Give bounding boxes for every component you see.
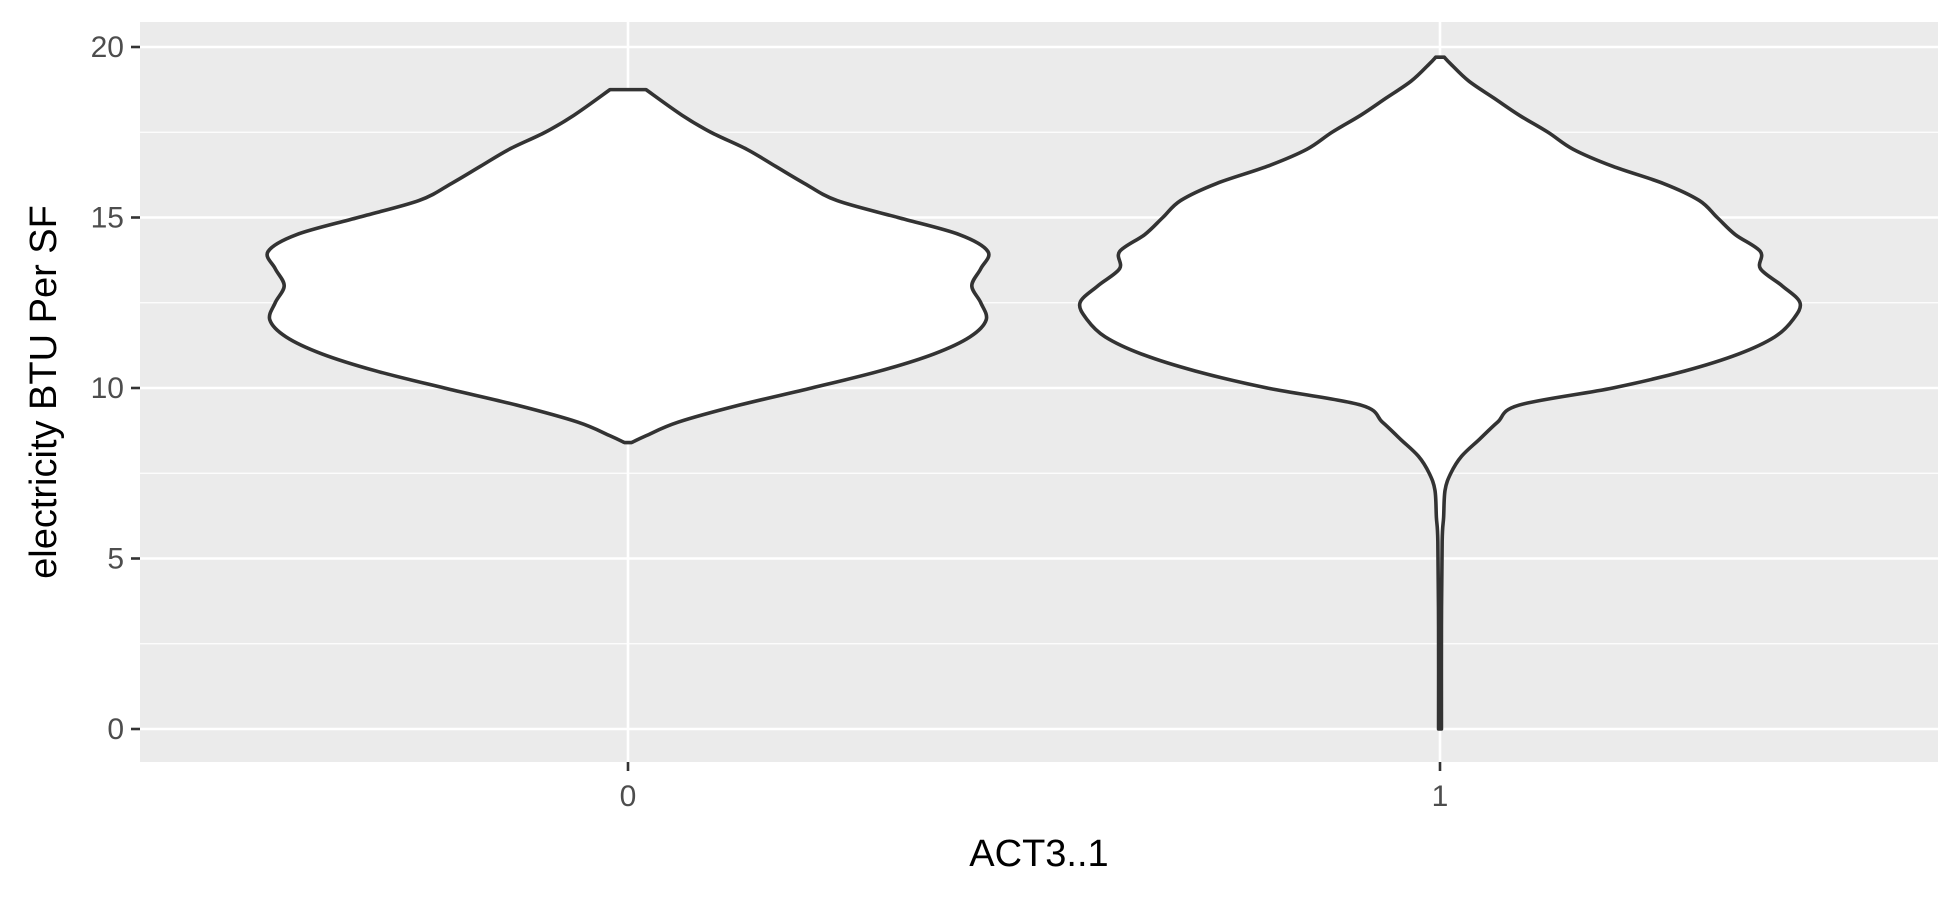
y-tick-label: 0 [107,713,124,746]
x-tick-label: 1 [1432,780,1449,813]
y-tick-label: 15 [91,202,124,235]
violin-0 [265,87,991,445]
y-tick-label: 20 [91,31,124,64]
x-tick-label: 0 [620,780,637,813]
y-tick-label: 5 [107,543,124,576]
plot-panel [140,22,1938,762]
x-axis-title: ACT3..1 [969,833,1108,875]
axes: 0 5 10 15 20 0 1 [91,31,1449,813]
violins [265,55,1803,731]
y-axis-title: electricity BTU Per SF [23,205,65,579]
y-tick-label: 10 [91,372,124,405]
violin-1 [1077,55,1803,731]
